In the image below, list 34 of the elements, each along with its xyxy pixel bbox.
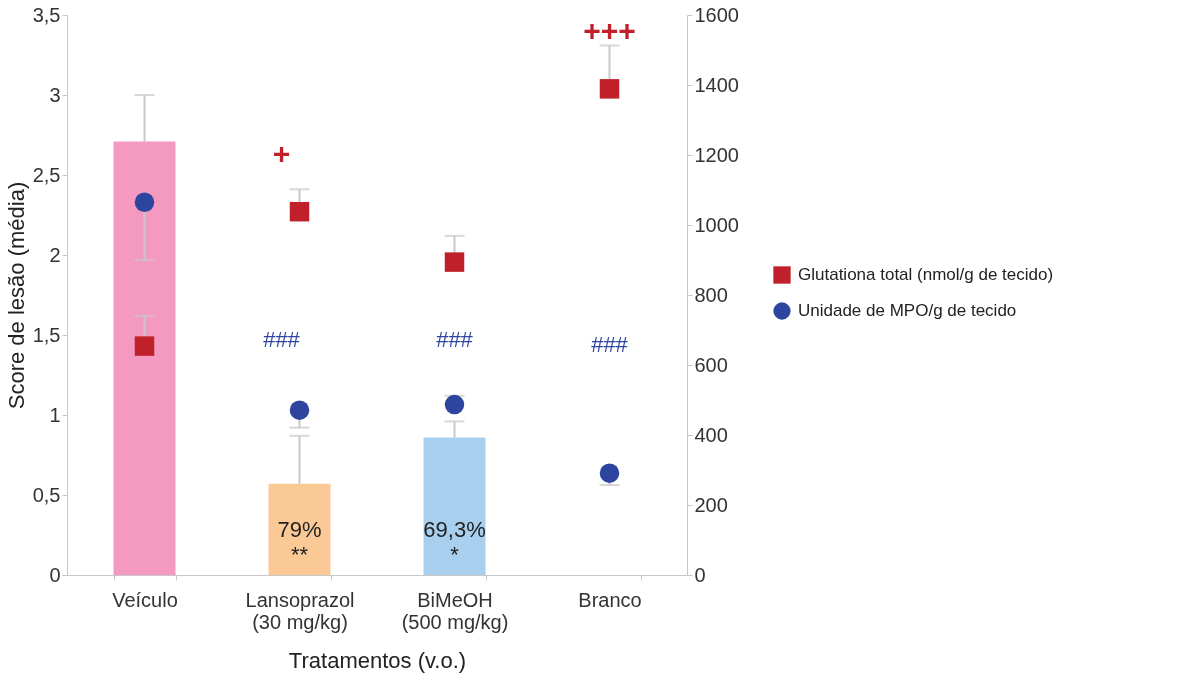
y2-tick-label: 1200	[694, 143, 739, 166]
x-tick-label: Branco	[578, 588, 642, 611]
y-tick-label: 3	[49, 83, 61, 106]
y-tick-label: 2,5	[32, 163, 61, 186]
legend-label: Unidade de MPO/g de tecido	[798, 301, 1017, 320]
annotation: **	[290, 542, 309, 568]
y-tick-label: 0,5	[32, 483, 61, 506]
y-axis-title: Score de lesão (média)	[3, 181, 29, 410]
y-tick-label: 0	[49, 563, 61, 586]
y2-tick-label: 800	[694, 283, 728, 306]
annotation: +++	[583, 13, 636, 47]
y2-tick-label: 0	[694, 563, 706, 586]
y2-tick-label: 600	[694, 353, 728, 376]
annotation: 79%	[277, 517, 322, 543]
y2-tick-label: 1400	[694, 73, 739, 96]
y-tick-label: 1,5	[32, 323, 61, 346]
y2-tick-label: 1600	[694, 3, 739, 26]
annotation: ###	[591, 332, 629, 358]
y-tick-label: 3,5	[32, 3, 61, 26]
x-tick-label: BiMeOH (500 mg/kg)	[401, 588, 509, 633]
annotation: 69,3%	[423, 517, 486, 543]
legend-label: Glutationa total (nmol/g de tecido)	[798, 265, 1054, 284]
y-tick-label: 2	[49, 243, 61, 266]
annotation: ###	[263, 326, 301, 352]
y2-tick-label: 200	[694, 493, 728, 516]
y2-tick-label: 400	[694, 423, 728, 446]
x-tick-label: Veículo	[112, 588, 178, 611]
annotation: ###	[436, 326, 474, 352]
x-axis-title: Tratamentos (v.o.)	[288, 647, 467, 673]
annotation: +	[272, 137, 291, 170]
y-tick-label: 1	[49, 403, 61, 426]
annotation: *	[450, 542, 460, 568]
y2-tick-label: 1000	[694, 213, 739, 236]
x-tick-label: Lansoprazol (30 mg/kg)	[245, 588, 355, 633]
